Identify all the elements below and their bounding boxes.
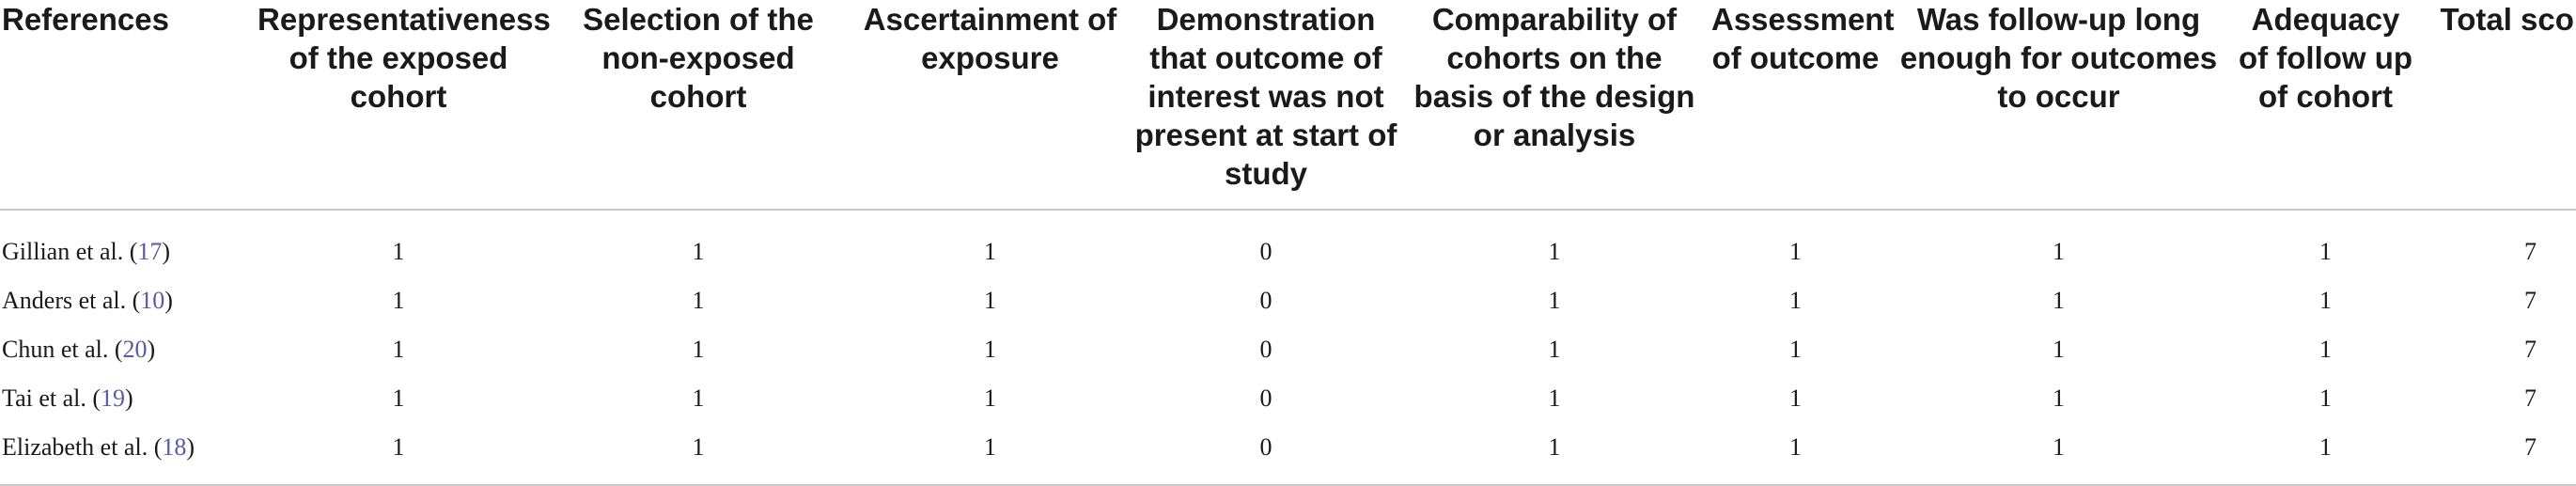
reference-author: Chun et al. ( [2,336,123,363]
score-selection: 1 [692,238,705,265]
score-total: 7 [2524,384,2537,412]
citation-link[interactable]: 20 [122,336,148,363]
score-selection: 1 [692,433,705,461]
score-follow-up-adequacy: 1 [2319,238,2332,265]
table-row: Elizabeth et al. (18) 1 1 1 0 1 1 1 1 7 [0,423,2576,472]
score-representativeness: 1 [392,384,405,412]
score-selection: 1 [692,384,705,412]
score-follow-up-adequacy: 1 [2319,384,2332,412]
score-selection: 1 [692,287,705,314]
reference-close: ) [147,336,156,363]
score-follow-up-adequacy: 1 [2319,336,2332,363]
score-selection: 1 [692,336,705,363]
score-follow-up-length: 1 [2053,384,2065,412]
score-ascertainment: 1 [984,336,996,363]
citation-link[interactable]: 17 [137,238,163,265]
score-demonstration: 0 [1259,384,1272,412]
header-total-scores: Total scores [2419,0,2576,211]
reference-cell: Chun et al. (20) [0,325,252,374]
score-follow-up-length: 1 [2053,336,2065,363]
header-representativeness: Representativeness of the exposed cohort [252,0,551,211]
score-demonstration: 0 [1259,238,1272,265]
score-representativeness: 1 [392,433,405,461]
score-follow-up-length: 1 [2053,433,2065,461]
reference-cell: Anders et al. (10) [0,276,252,325]
header-comparability: Comparability of cohorts on the basis of… [1403,0,1706,211]
reference-author: Anders et al. ( [2,287,141,314]
table-row: Gillian et al. (17) 1 1 1 0 1 1 1 1 7 [0,210,2576,276]
score-follow-up-adequacy: 1 [2319,287,2332,314]
reference-author: Gillian et al. ( [2,238,138,265]
score-representativeness: 1 [392,238,405,265]
header-row: References Representativeness of the exp… [0,0,2576,211]
reference-close: ) [125,384,133,412]
score-ascertainment: 1 [984,238,996,265]
reference-cell: Gillian et al. (17) [0,210,252,276]
table-bottom-rule [0,484,2576,486]
score-total: 7 [2524,433,2537,461]
quality-assessment-table: References Representativeness of the exp… [0,0,2576,472]
reference-cell: Elizabeth et al. (18) [0,423,252,472]
score-assessment: 1 [1789,433,1802,461]
score-total: 7 [2524,287,2537,314]
score-demonstration: 0 [1259,336,1272,363]
header-ascertainment: Ascertainment of exposure [851,0,1129,211]
header-demonstration: Demonstration that outcome of interest w… [1129,0,1403,211]
score-demonstration: 0 [1259,433,1272,461]
score-comparability: 1 [1548,238,1561,265]
header-follow-up-length: Was follow-up long enough for outcomes t… [1885,0,2232,211]
table-row: Anders et al. (10) 1 1 1 0 1 1 1 1 7 [0,276,2576,325]
table-body: Gillian et al. (17) 1 1 1 0 1 1 1 1 7 An… [0,210,2576,472]
score-assessment: 1 [1789,336,1802,363]
header-references: References [0,0,252,211]
score-comparability: 1 [1548,384,1561,412]
reference-author: Elizabeth et al. ( [2,433,163,461]
citation-link[interactable]: 19 [101,384,126,412]
reference-cell: Tai et al. (19) [0,374,252,423]
header-follow-up-adequacy: Adequacy of follow up of cohort [2232,0,2419,211]
score-assessment: 1 [1789,238,1802,265]
reference-close: ) [164,287,173,314]
citation-link[interactable]: 10 [140,287,165,314]
score-ascertainment: 1 [984,384,996,412]
citation-link[interactable]: 18 [162,433,187,461]
score-total: 7 [2524,336,2537,363]
header-assessment: Assessment of outcome [1706,0,1894,211]
reference-close: ) [162,238,171,265]
score-assessment: 1 [1789,384,1802,412]
score-representativeness: 1 [392,287,405,314]
score-demonstration: 0 [1259,287,1272,314]
score-ascertainment: 1 [984,287,996,314]
score-comparability: 1 [1548,433,1561,461]
score-assessment: 1 [1789,287,1802,314]
header-selection-non-exposed: Selection of the non-exposed cohort [545,0,851,211]
score-total: 7 [2524,238,2537,265]
score-ascertainment: 1 [984,433,996,461]
score-comparability: 1 [1548,336,1561,363]
score-comparability: 1 [1548,287,1561,314]
score-follow-up-length: 1 [2053,238,2065,265]
table-row: Chun et al. (20) 1 1 1 0 1 1 1 1 7 [0,325,2576,374]
score-follow-up-adequacy: 1 [2319,433,2332,461]
table-row: Tai et al. (19) 1 1 1 0 1 1 1 1 7 [0,374,2576,423]
reference-close: ) [186,433,195,461]
reference-author: Tai et al. ( [2,384,101,412]
score-follow-up-length: 1 [2053,287,2065,314]
score-representativeness: 1 [392,336,405,363]
